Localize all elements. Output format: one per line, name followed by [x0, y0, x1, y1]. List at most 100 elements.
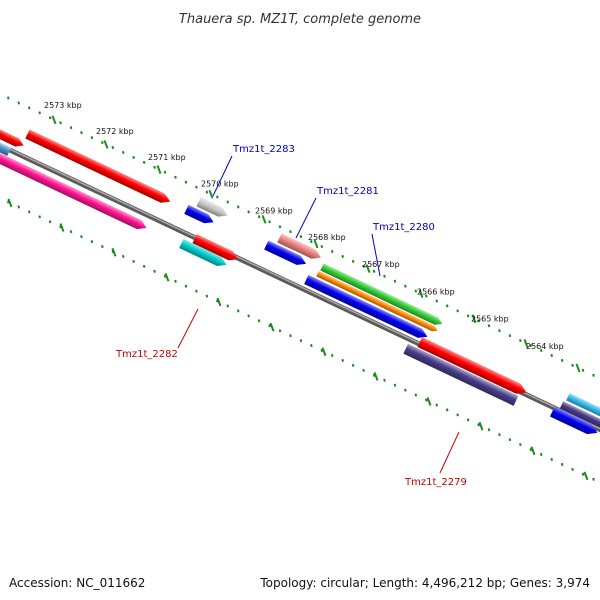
inner-ring-minor-tick [121, 254, 125, 258]
gene-red-large-top[interactable] [25, 129, 172, 206]
outer-ring-minor-tick [341, 254, 344, 258]
outer-ring-minor-tick [195, 185, 198, 189]
inner-ring-major-tick [478, 421, 484, 431]
gene-label-tmz1t-2279[interactable]: Tmz1t_2279 [404, 477, 467, 488]
outer-ring-minor-tick [299, 235, 303, 239]
outer-ring-minor-tick [508, 334, 512, 338]
outer-ring-minor-tick [27, 106, 31, 110]
outer-ring-minor-tick [257, 215, 261, 219]
inner-ring-minor-tick [299, 339, 303, 343]
gene-steel-left[interactable] [0, 139, 12, 157]
inner-ring-minor-tick [69, 230, 73, 234]
tick-labels: 2573 kbp 2572 kbp 2571 kbp 2570 kbp 2569 kbp… [44, 101, 564, 351]
gene-label-tmz1t-2281[interactable]: Tmz1t_2281 [316, 186, 379, 197]
tick-label: 2567 kbp [362, 260, 400, 269]
inner-ring-minor-tick [310, 344, 313, 348]
gene-tmz1t-2283[interactable] [196, 197, 229, 220]
outer-ring-minor-tick [592, 373, 595, 377]
outer-ring-minor-tick [111, 145, 115, 150]
inner-ring-minor-tick [435, 403, 439, 407]
gene-blue-small-top[interactable] [184, 204, 215, 227]
inner-ring-minor-tick [278, 329, 282, 333]
inner-ring-minor-tick [425, 398, 428, 402]
outer-ring-minor-tick [278, 225, 282, 229]
inner-ring-major-tick [111, 247, 117, 257]
inner-ring-major-tick [321, 347, 327, 357]
gene-tmz1t-2279[interactable] [403, 343, 519, 406]
inner-ring-minor-tick [414, 393, 418, 397]
outer-ring-minor-tick [121, 150, 125, 154]
inner-ring-minor-tick [195, 289, 198, 293]
inner-ring-minor-tick [27, 210, 31, 214]
outer-ring-minor-tick [393, 279, 397, 283]
outer-tick-ring [7, 96, 595, 377]
gene-red-left-small[interactable] [0, 129, 26, 149]
outer-ring-minor-tick [205, 190, 209, 194]
outer-ring-minor-tick [247, 210, 250, 214]
outer-ring-minor-tick [216, 195, 219, 199]
inner-ring-minor-tick [7, 200, 10, 204]
inner-ring-major-tick [269, 322, 275, 332]
outer-ring-minor-tick [38, 111, 41, 115]
inner-ring-minor-tick [142, 264, 146, 268]
leader-tmz1t-2279 [439, 431, 460, 474]
inner-ring-major-tick [373, 372, 379, 381]
outer-ring-minor-tick [445, 304, 449, 308]
gene-label-tmz1t-2283[interactable]: Tmz1t_2283 [232, 144, 295, 155]
outer-ring-minor-tick [289, 230, 292, 234]
gene-orange[interactable] [316, 270, 439, 333]
gene-label-tmz1t-2282[interactable]: Tmz1t_2282 [115, 349, 178, 360]
inner-ring-minor-tick [519, 443, 522, 447]
outer-ring-major-tick [51, 115, 57, 125]
inner-ring-minor-tick [205, 294, 209, 298]
gene-red-mid[interactable] [192, 234, 240, 264]
tick-label: 2568 kbp [308, 233, 346, 242]
tick-label: 2564 kbp [526, 342, 564, 351]
gene-magenta-large[interactable] [0, 150, 149, 233]
outer-ring-major-tick [365, 264, 371, 273]
inner-ring-minor-tick [330, 353, 334, 358]
topology-text: Topology: circular; Length: 4,496,212 bp… [259, 576, 590, 590]
inner-ring-minor-tick [320, 349, 324, 353]
inner-ring-minor-tick [236, 309, 240, 313]
outer-ring-minor-tick [101, 141, 104, 145]
outer-ring-major-tick [156, 165, 162, 174]
tick-label: 2566 kbp [417, 288, 455, 297]
outer-ring-minor-tick [539, 348, 543, 353]
inner-ring-minor-tick [257, 319, 261, 323]
inner-ring-minor-tick [477, 423, 480, 427]
outer-ring-major-tick [418, 289, 424, 299]
gene-label-tmz1t-2280[interactable]: Tmz1t_2280 [372, 222, 435, 233]
inner-ring-major-tick [164, 272, 170, 282]
gene-tmz1t-2279-red[interactable] [417, 337, 529, 397]
leader-tmz1t-2281 [295, 197, 317, 239]
outer-ring-minor-tick [268, 220, 271, 224]
outer-ring-major-tick [523, 339, 529, 348]
gene-blue-mid[interactable] [264, 240, 308, 268]
outer-ring-minor-tick [90, 136, 94, 140]
inner-ring-minor-tick [247, 314, 250, 318]
inner-ring-minor-tick [508, 438, 512, 442]
inner-ring-minor-tick [153, 269, 156, 273]
gene-blue-right[interactable] [549, 406, 600, 437]
gene-blue-long[interactable] [304, 274, 429, 341]
inner-ring-minor-tick [550, 457, 553, 461]
inner-ring-minor-tick [289, 334, 292, 338]
inner-ring-minor-tick [581, 472, 585, 476]
outer-ring-minor-tick [456, 309, 459, 313]
inner-ring-minor-tick [268, 324, 271, 328]
outer-ring-minor-tick [153, 165, 156, 169]
gene-tmz1t-2281[interactable] [277, 233, 323, 262]
inner-ring-minor-tick [383, 378, 386, 382]
gene-navy-right[interactable] [559, 401, 600, 430]
leader-tmz1t-2283 [212, 155, 233, 197]
inner-ring-minor-tick [466, 418, 470, 422]
gene-tmz1t-2282[interactable] [179, 238, 228, 269]
gene-tmz1t-2280-green[interactable] [320, 263, 444, 327]
inner-ring-minor-tick [216, 299, 219, 303]
inner-ring-minor-tick [539, 452, 543, 457]
gene-skyblue-right[interactable] [566, 393, 600, 422]
accession-text: Accession: NC_011662 [9, 576, 145, 590]
outer-ring-major-tick [313, 239, 319, 249]
outer-ring-minor-tick [226, 200, 230, 204]
